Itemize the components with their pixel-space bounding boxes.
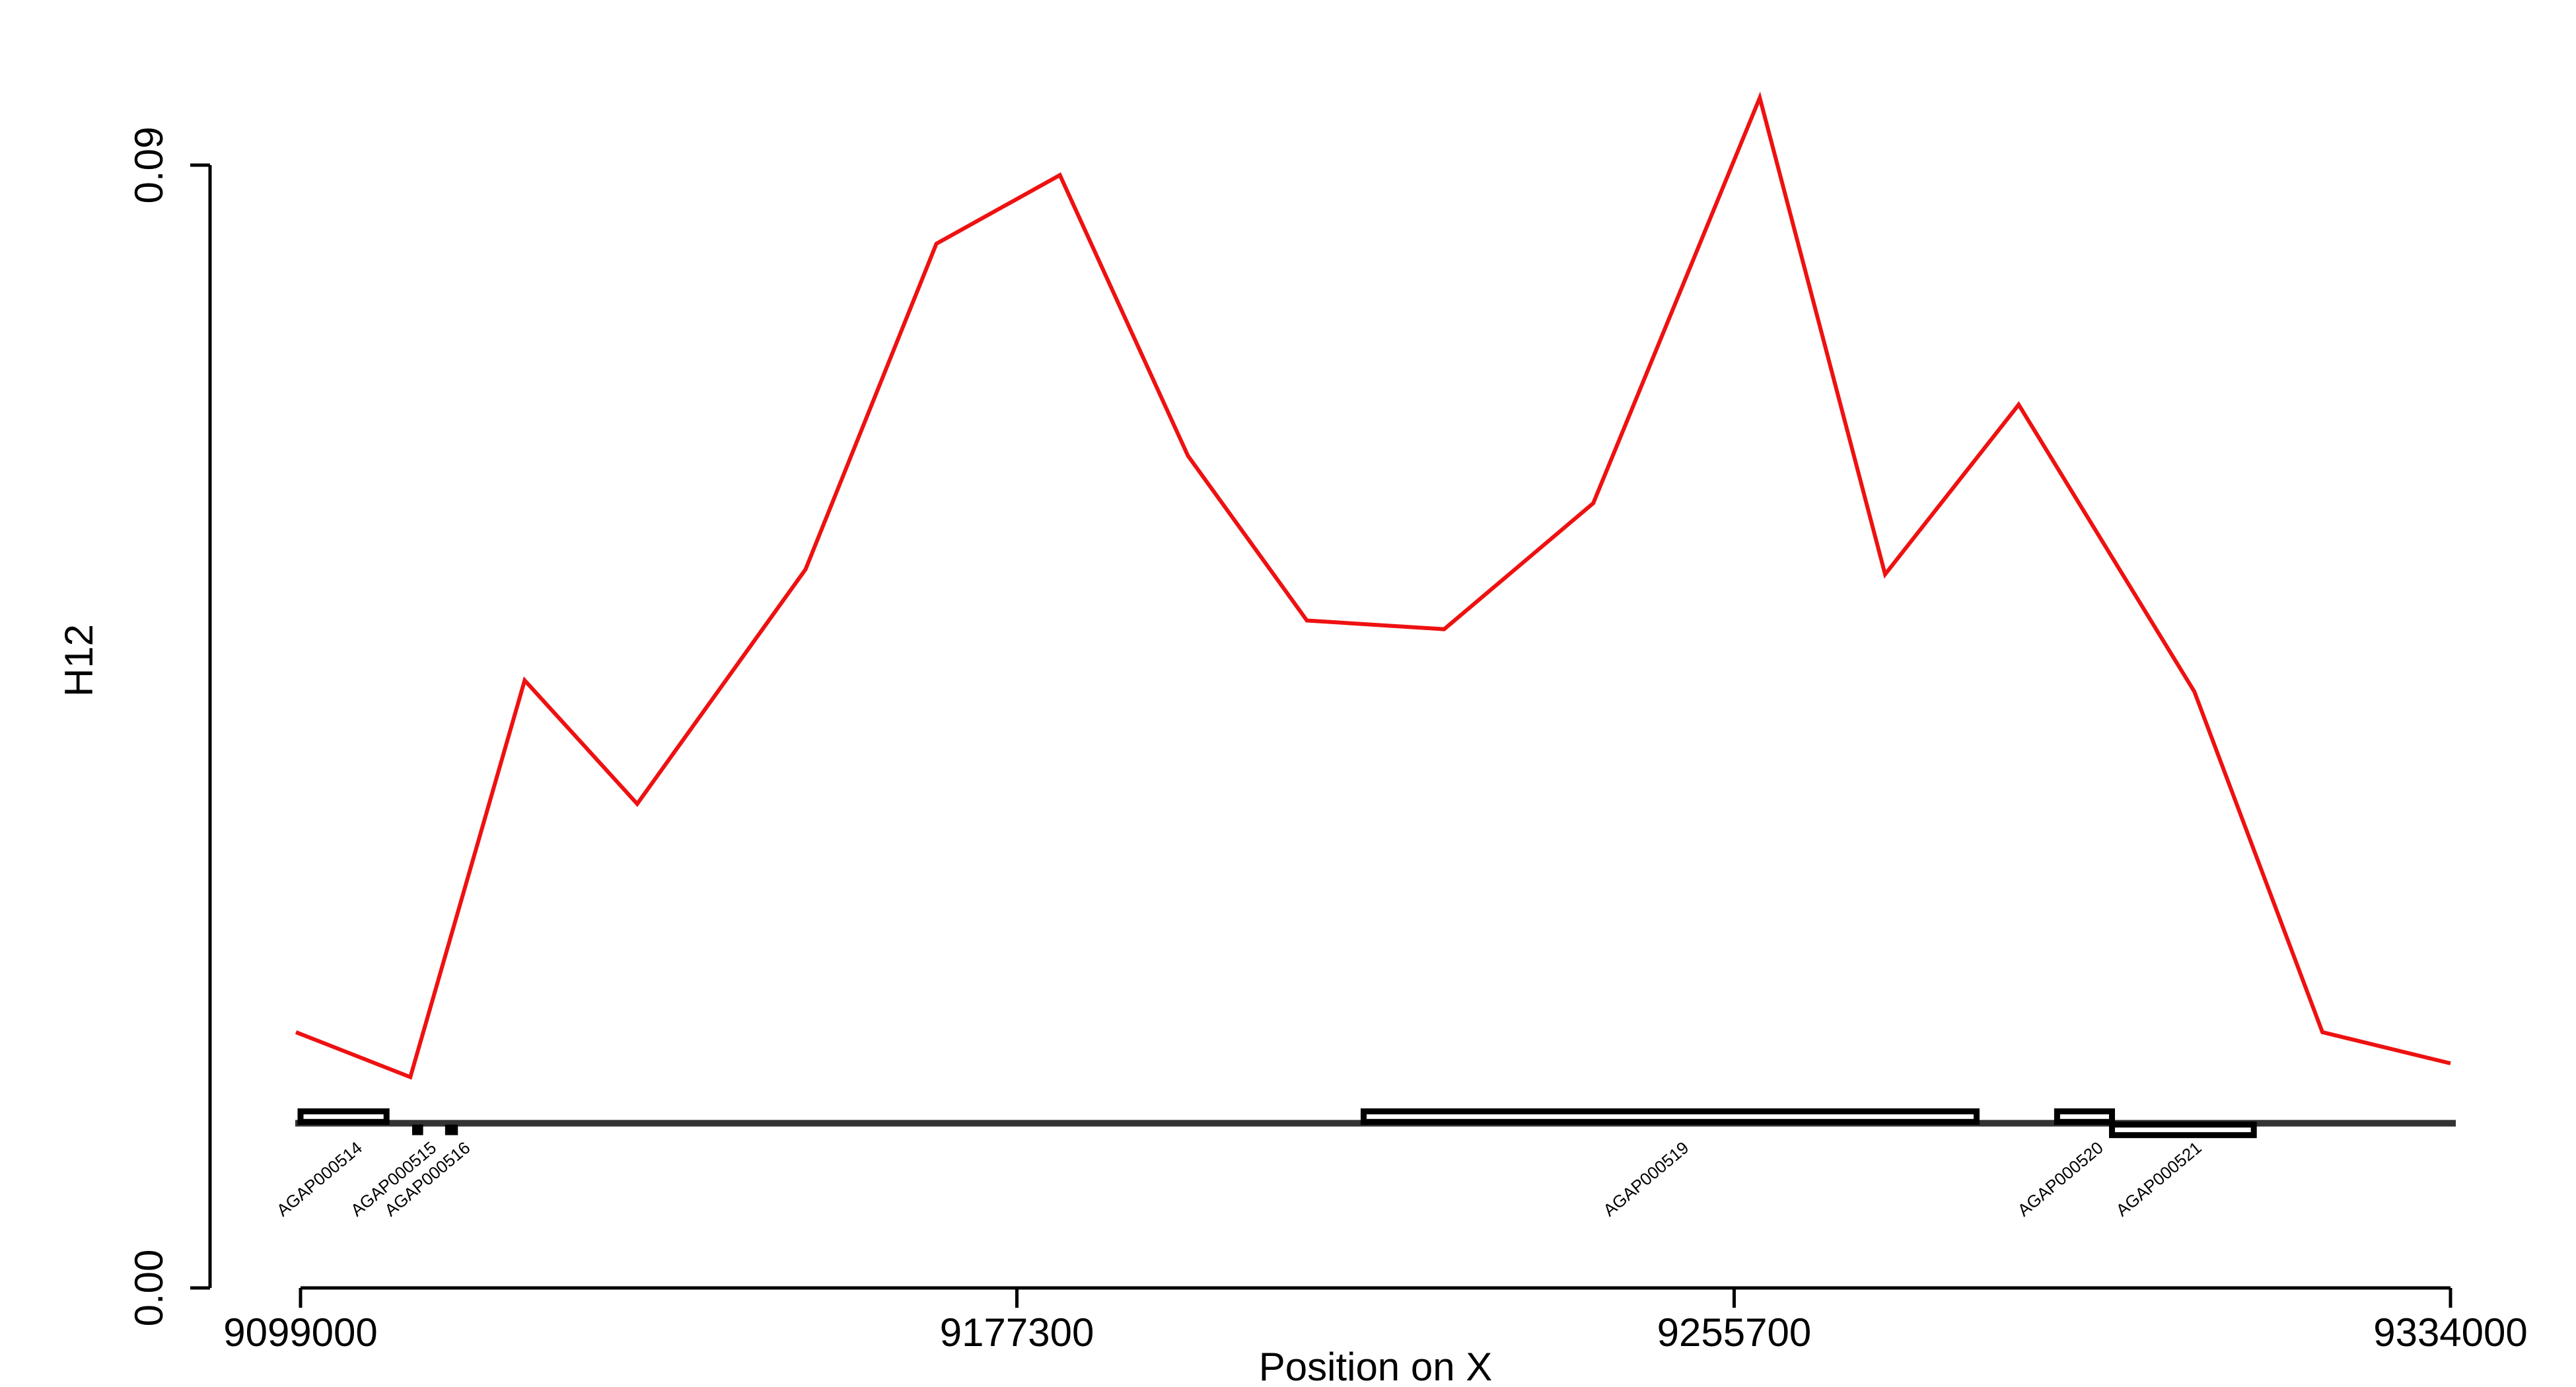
gene-box xyxy=(2109,1121,2257,1139)
gene-box xyxy=(411,1124,423,1135)
x-axis-title: Position on X xyxy=(1259,1345,1493,1387)
gene-label: AGAP000520 xyxy=(2014,1137,2107,1220)
y-tick-label: 0.00 xyxy=(127,1250,171,1327)
y-ticks: 0.00 0.09 xyxy=(127,127,210,1327)
x-tick-label: 9177300 xyxy=(940,1310,1094,1355)
x-ticks: 9099000 9177300 9255700 9334000 xyxy=(223,1288,2528,1355)
gene-box xyxy=(445,1124,458,1135)
y-axis-title: H12 xyxy=(57,624,101,697)
series-line xyxy=(295,91,2451,1080)
gene: AGAP000520 xyxy=(2014,1108,2116,1220)
gene: AGAP000519 xyxy=(1360,1108,1980,1220)
x-tick-label: 9099000 xyxy=(223,1310,378,1355)
x-tick-label: 9334000 xyxy=(2373,1310,2528,1355)
gene-label: AGAP000519 xyxy=(1599,1137,1692,1220)
gene-box xyxy=(2054,1108,2116,1125)
series-layer xyxy=(295,91,2451,1080)
gene-box xyxy=(1360,1108,1980,1125)
y-tick-label: 0.09 xyxy=(127,127,171,204)
gene: AGAP000521 xyxy=(2109,1121,2257,1220)
axes xyxy=(208,165,2451,1290)
gene-label: AGAP000521 xyxy=(2112,1137,2205,1220)
x-tick-label: 9255700 xyxy=(1657,1310,1812,1355)
gene-box xyxy=(297,1108,390,1125)
